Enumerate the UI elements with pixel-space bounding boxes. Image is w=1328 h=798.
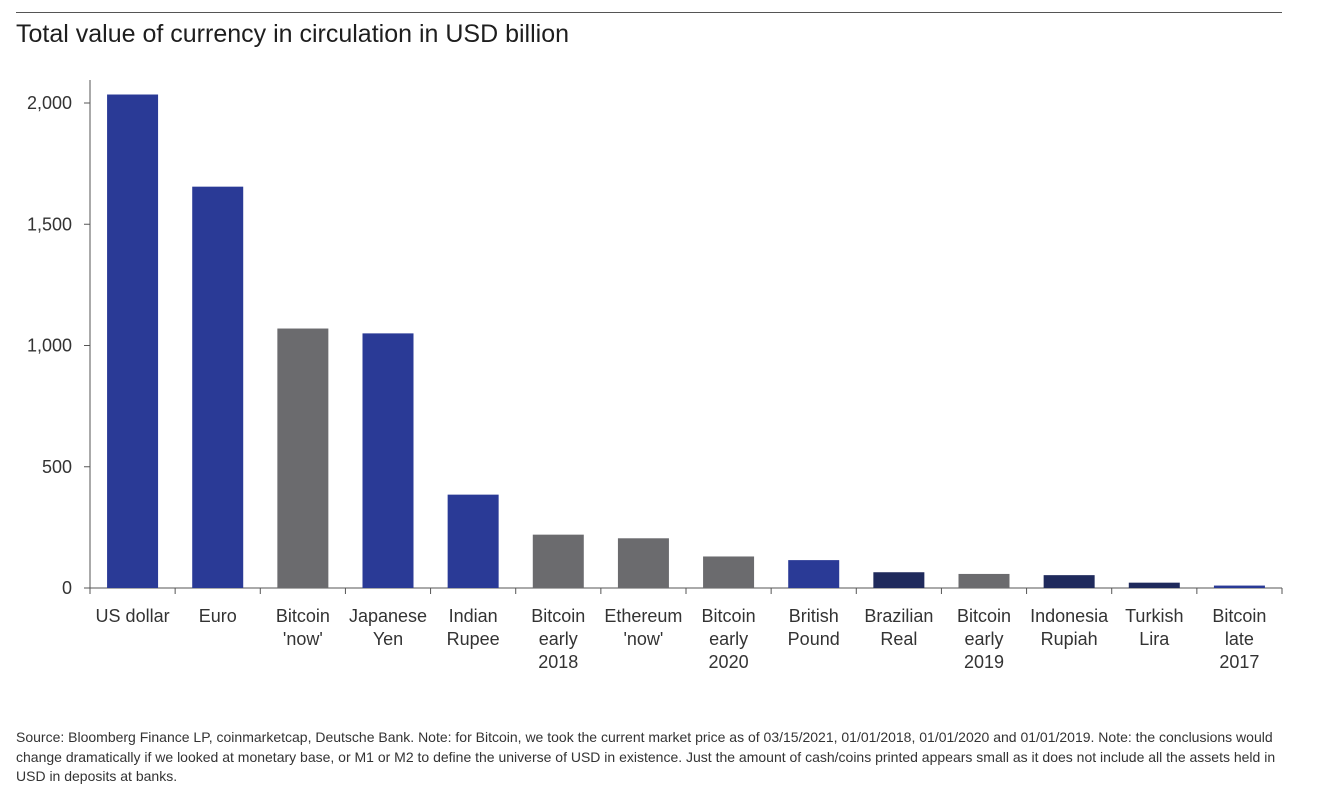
y-tick-label: 1,000 — [27, 336, 72, 356]
bars — [107, 94, 1265, 588]
bar — [1043, 575, 1095, 588]
x-tick-label: Euro — [199, 606, 237, 626]
x-tick-label: Japanese Yen — [349, 606, 427, 649]
category-labels: US dollar Euro Bitcoin'now' Japanese Yen Indi… — [96, 606, 1267, 672]
bar — [788, 560, 840, 588]
x-tick-label: Bitcoin early 2018 — [531, 606, 585, 672]
bar — [1213, 585, 1265, 588]
bar-chart: 0 500 1,000 1,500 2,000 US dollar Euro Bitcoin… — [27, 80, 1283, 672]
bar — [277, 328, 329, 588]
bar — [107, 94, 159, 588]
chart-title: Total value of currency in circulation i… — [16, 20, 570, 48]
top-rule — [16, 12, 1282, 13]
bar — [1128, 582, 1180, 588]
bar — [362, 333, 414, 588]
x-tick-label: US dollar — [96, 606, 170, 626]
y-tick-label: 0 — [62, 578, 72, 598]
x-tick-label: Indonesia Rupiah — [1030, 606, 1109, 649]
x-tick-label: Brazilian Real — [864, 606, 933, 649]
x-tick-label: Bitcoin early 2020 — [702, 606, 756, 672]
y-tick-label: 500 — [42, 457, 72, 477]
bar — [958, 573, 1010, 588]
x-tick-label: Ethereum'now' — [604, 606, 682, 649]
source-note: Source: Bloomberg Finance LP, coinmarket… — [16, 729, 1276, 784]
y-tick-label: 1,500 — [27, 214, 72, 234]
bar — [703, 556, 755, 588]
x-tick-label: Bitcoin early 2019 — [957, 606, 1011, 672]
bar — [873, 572, 925, 588]
x-tick-label: Bitcoin late 2017 — [1212, 606, 1266, 672]
y-tick-label: 2,000 — [27, 93, 72, 113]
x-tick-label: Indian Rupee — [447, 606, 500, 649]
bar — [532, 534, 584, 588]
bar — [192, 186, 244, 588]
x-tick-label: British Pound — [788, 606, 840, 649]
bar — [447, 494, 499, 588]
bar — [617, 538, 669, 588]
x-tick-label: Bitcoin'now' — [276, 606, 330, 649]
x-tick-label: Turkish Lira — [1125, 606, 1183, 649]
